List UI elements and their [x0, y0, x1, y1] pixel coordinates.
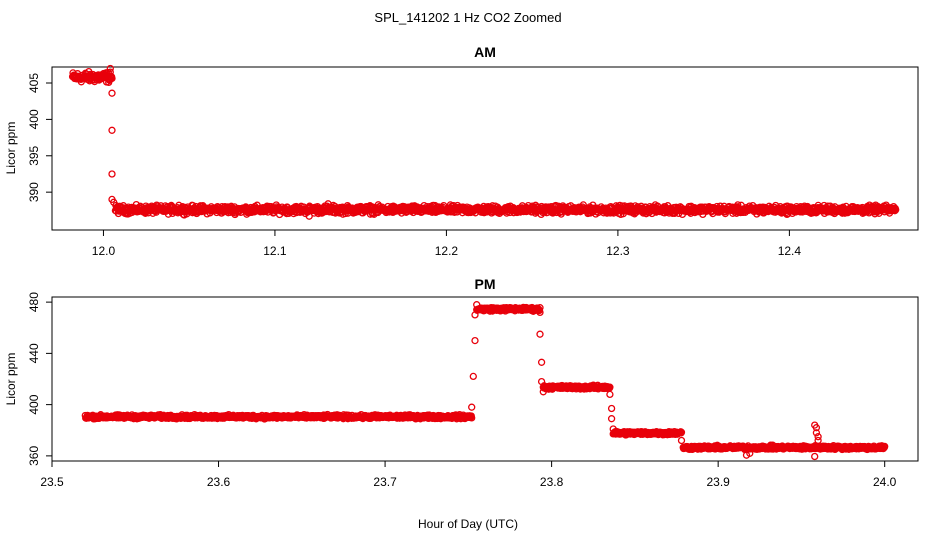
figure-title: SPL_141202 1 Hz CO2 Zoomed — [374, 10, 561, 25]
pm-title: PM — [475, 276, 496, 292]
am-y-tick-label: 400 — [27, 109, 41, 129]
pm-data-point — [677, 428, 686, 436]
pm-data-point — [814, 433, 822, 441]
pm-data-point — [606, 383, 614, 391]
pm-data-point — [607, 404, 616, 413]
pm-data-point — [473, 301, 481, 309]
x-axis-label: Hour of Day (UTC) — [418, 517, 518, 531]
pm-plot-frame — [51, 296, 919, 462]
am-data-point — [108, 89, 116, 97]
am-data-point — [108, 74, 116, 83]
am-data-point — [324, 200, 332, 208]
pm-data-point — [468, 403, 476, 411]
pm-data-point — [536, 304, 544, 312]
am-data-point — [108, 126, 116, 134]
pm-data-point — [812, 429, 821, 437]
pm-y-axis: 360 400 440 480 — [27, 292, 53, 466]
pm-data-point — [812, 424, 821, 432]
am-data-point — [753, 210, 761, 218]
pm-data-point — [468, 414, 476, 422]
am-data-point — [108, 170, 116, 178]
pm-x-tick-label: 23.5 — [40, 475, 64, 489]
pm-x-tick-label: 23.8 — [540, 475, 564, 489]
am-x-axis: 12.0 12.1 12.2 12.3 12.4 — [92, 229, 802, 258]
pm-x-tick-label: 24.0 — [873, 475, 897, 489]
pm-x-tick-label: 23.9 — [706, 475, 730, 489]
pm-data-point — [811, 452, 819, 461]
am-y-tick-label: 390 — [27, 182, 41, 202]
am-x-tick-label: 12.1 — [263, 244, 287, 258]
am-data-point — [110, 198, 118, 206]
pm-data-point — [536, 308, 544, 317]
am-x-tick-label: 12.2 — [435, 244, 459, 258]
pm-ylabel: Licor ppm — [4, 353, 18, 406]
am-x-tick-label: 12.3 — [606, 244, 630, 258]
am-points — [68, 64, 900, 220]
am-data-point — [305, 212, 313, 220]
am-panel: AM 12.0 12.1 12.2 12.3 12.4 390 395 400 405 Lic… — [4, 44, 919, 258]
am-ylabel: Licor ppm — [4, 122, 18, 175]
pm-y-tick-label: 440 — [27, 343, 41, 363]
pm-data-point — [537, 377, 546, 386]
pm-y-tick-label: 480 — [27, 292, 41, 312]
am-data-point — [531, 201, 540, 209]
am-data-point — [175, 201, 183, 209]
pm-data-point — [606, 390, 614, 399]
pm-data-point — [881, 442, 889, 451]
am-x-tick-label: 12.4 — [778, 244, 802, 258]
am-data-point — [106, 64, 114, 73]
pm-x-tick-label: 23.6 — [207, 475, 231, 489]
pm-data-point — [607, 415, 616, 423]
pm-data-point — [471, 311, 479, 319]
pm-data-point — [537, 358, 546, 366]
am-y-tick-label: 405 — [27, 73, 41, 93]
am-y-axis: 390 395 400 405 — [27, 73, 53, 202]
pm-panel: PM 23.5 23.6 23.7 23.8 23.9 24.0 360 400 440 480… — [4, 276, 919, 489]
pm-x-tick-label: 23.7 — [373, 475, 397, 489]
pm-data-point — [471, 336, 479, 345]
pm-data-point — [536, 330, 544, 338]
am-x-tick-label: 12.0 — [92, 244, 116, 258]
pm-data-point — [539, 388, 547, 396]
pm-y-tick-label: 360 — [27, 446, 41, 466]
pm-data-point — [746, 449, 754, 457]
pm-data-point — [677, 436, 686, 445]
pm-points — [81, 301, 889, 461]
am-data-point — [106, 68, 114, 76]
am-y-tick-label: 395 — [27, 145, 41, 165]
pm-x-axis: 23.5 23.6 23.7 23.8 23.9 24.0 — [40, 460, 897, 489]
pm-y-tick-label: 400 — [27, 394, 41, 414]
am-title: AM — [474, 44, 496, 60]
pm-data-point — [814, 436, 822, 445]
pm-data-point — [469, 372, 477, 381]
pm-data-point — [609, 425, 617, 433]
am-data-point — [892, 206, 900, 214]
